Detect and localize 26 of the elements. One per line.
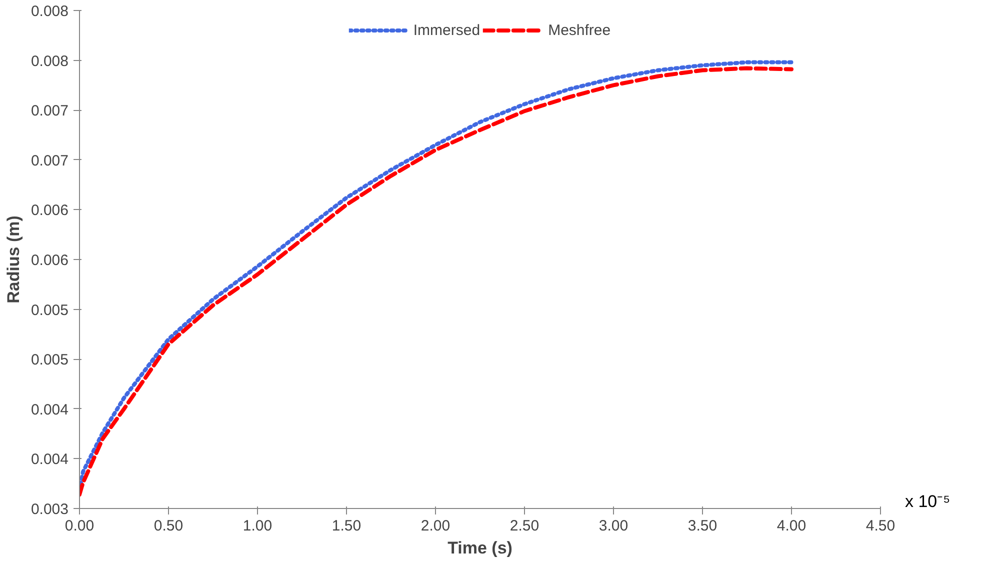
y-tick-label: 0.008 xyxy=(30,52,69,70)
text: x 10⁻⁵ xyxy=(905,491,950,513)
x-tick-label: 1.50 xyxy=(332,518,362,534)
x-tick-label: 0.50 xyxy=(154,518,184,534)
x-tick-label: 3.00 xyxy=(598,518,628,534)
y-tick-label: 0.007 xyxy=(30,152,69,170)
y-tick-label: 0.003 xyxy=(30,501,69,518)
y-tick-label: 0.006 xyxy=(30,252,69,269)
x-tick-label: 4.50 xyxy=(866,518,896,534)
x-tick-label: 3.50 xyxy=(688,518,718,534)
x-tick-label: 4.00 xyxy=(776,518,806,534)
y-axis-title: Radius (m) xyxy=(4,216,23,304)
y-tick-label: 0.005 xyxy=(30,302,69,319)
x-axis-title: Time (s) xyxy=(448,538,512,558)
x-tick-label: 2.00 xyxy=(420,518,450,534)
y-tick-label: 0.004 xyxy=(30,451,69,468)
y-tick-label: 0.008 xyxy=(30,3,69,20)
x-tick-label: 0.00 xyxy=(64,518,94,534)
x-tick-label: 1.00 xyxy=(242,518,272,534)
y-tick-label: 0.005 xyxy=(30,352,69,369)
legend-label: Immersed xyxy=(413,22,480,38)
y-tick-label: 0.007 xyxy=(30,102,69,120)
y-tick-label: 0.004 xyxy=(30,401,69,418)
legend-label: Meshfree xyxy=(548,22,611,38)
y-tick-label: 0.006 xyxy=(30,202,69,220)
x-tick-label: 2.50 xyxy=(510,518,540,534)
